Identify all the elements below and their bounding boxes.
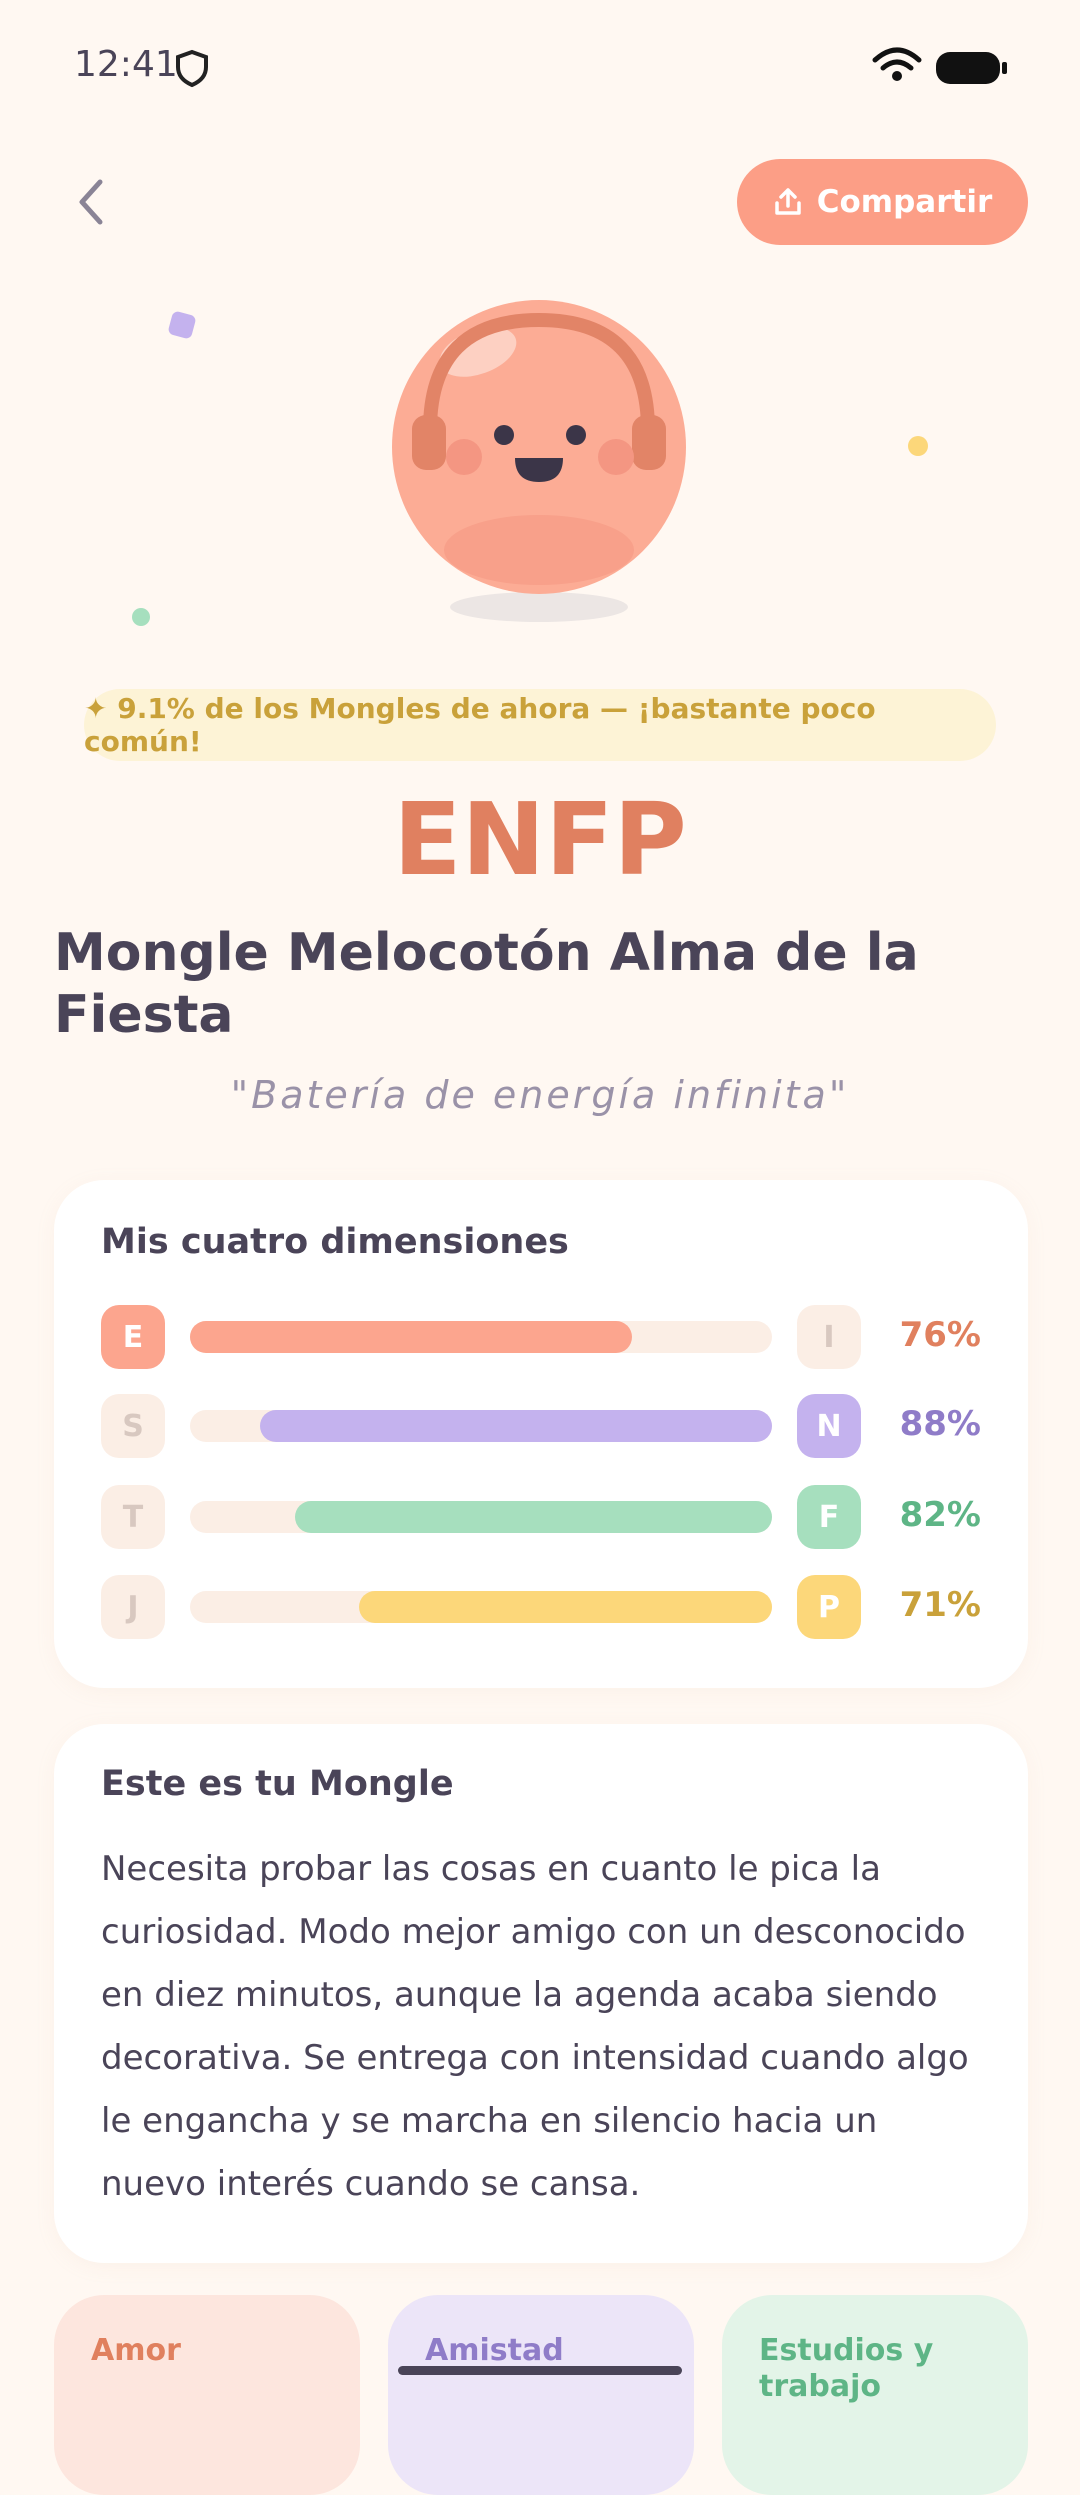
letter-box: T [101,1485,165,1549]
bar-fill [294,1501,772,1533]
battery-icon [936,52,1000,84]
mongle-eye [566,425,586,445]
letter-box: N [797,1394,861,1458]
mongle-body [444,515,634,585]
share-icon [775,188,801,215]
description-body: Necesita probar las cosas en cuanto le p… [101,1849,969,2204]
quote: "Batería de energía infinita" [230,1073,850,1117]
wifi-icon [892,71,902,81]
rarity-badge: ✦ 9.1% de los Mongles de ahora — ¡bastan… [84,689,996,761]
letter-box: I [797,1305,861,1369]
home-indicator [398,2366,682,2375]
letter-box: E [101,1305,165,1369]
mongle-mouth [515,458,563,482]
wifi-icon [872,47,922,71]
section-card[interactable]: Amistad [388,2295,694,2495]
bar-track [190,1591,772,1623]
letter-box: J [101,1575,165,1639]
decor [79,47,1007,626]
back-button[interactable] [79,179,103,225]
card-title: Mis cuatro dimensiones [101,1222,569,1262]
section-card[interactable]: Amor [54,2295,360,2495]
mongle-headphones [412,415,446,470]
confetti [168,311,196,339]
mongle-name: Mongle Melocotón Alma de la Fiesta [54,923,919,1045]
percent-label: 76% [899,1315,981,1355]
shield-icon [176,49,208,88]
mongle-eye [494,425,514,445]
bar-track [190,1410,772,1442]
letter-box: S [101,1394,165,1458]
bar-fill [358,1591,772,1623]
mongle-shadow [450,592,628,622]
section-title: Amor [91,2333,181,2368]
mongle-headphones [423,312,655,431]
confetti [132,608,150,626]
card-title: Este es tu Mongle [101,1764,454,1804]
screen: 12:41 Compartir ✦ 9.1% de los Mongles de… [54,44,1028,2495]
section-card[interactable]: Estudios y trabajo [722,2295,1028,2495]
mongle-headphones [632,415,666,470]
section-title: Amistad [425,2333,564,2368]
status-time: 12:41 [74,44,178,85]
bar-track [190,1321,772,1353]
mongle-cheek [446,439,482,475]
bar-fill [190,1321,633,1353]
letter-box: P [797,1575,861,1639]
section-title: Estudios y trabajo [759,2333,934,2404]
battery-icon [1002,62,1007,74]
percent-label: 71% [899,1585,981,1625]
share-button[interactable]: Compartir [737,159,1028,245]
percent-label: 82% [899,1495,981,1535]
bar-track [190,1501,772,1533]
share-label: Compartir [816,184,993,220]
description-card: Este es tu Mongle Necesita probar las co… [54,1724,1028,2263]
confetti [908,436,928,456]
percent-label: 88% [899,1404,981,1444]
bar-fill [259,1410,772,1442]
dimensions-card: Mis cuatro dimensiones E I 76% S N 88% T F 82% J P… [54,1180,1028,1688]
letter-box: F [797,1485,861,1549]
mongle-cheek [598,439,634,475]
type-code: ENFP [393,781,687,898]
